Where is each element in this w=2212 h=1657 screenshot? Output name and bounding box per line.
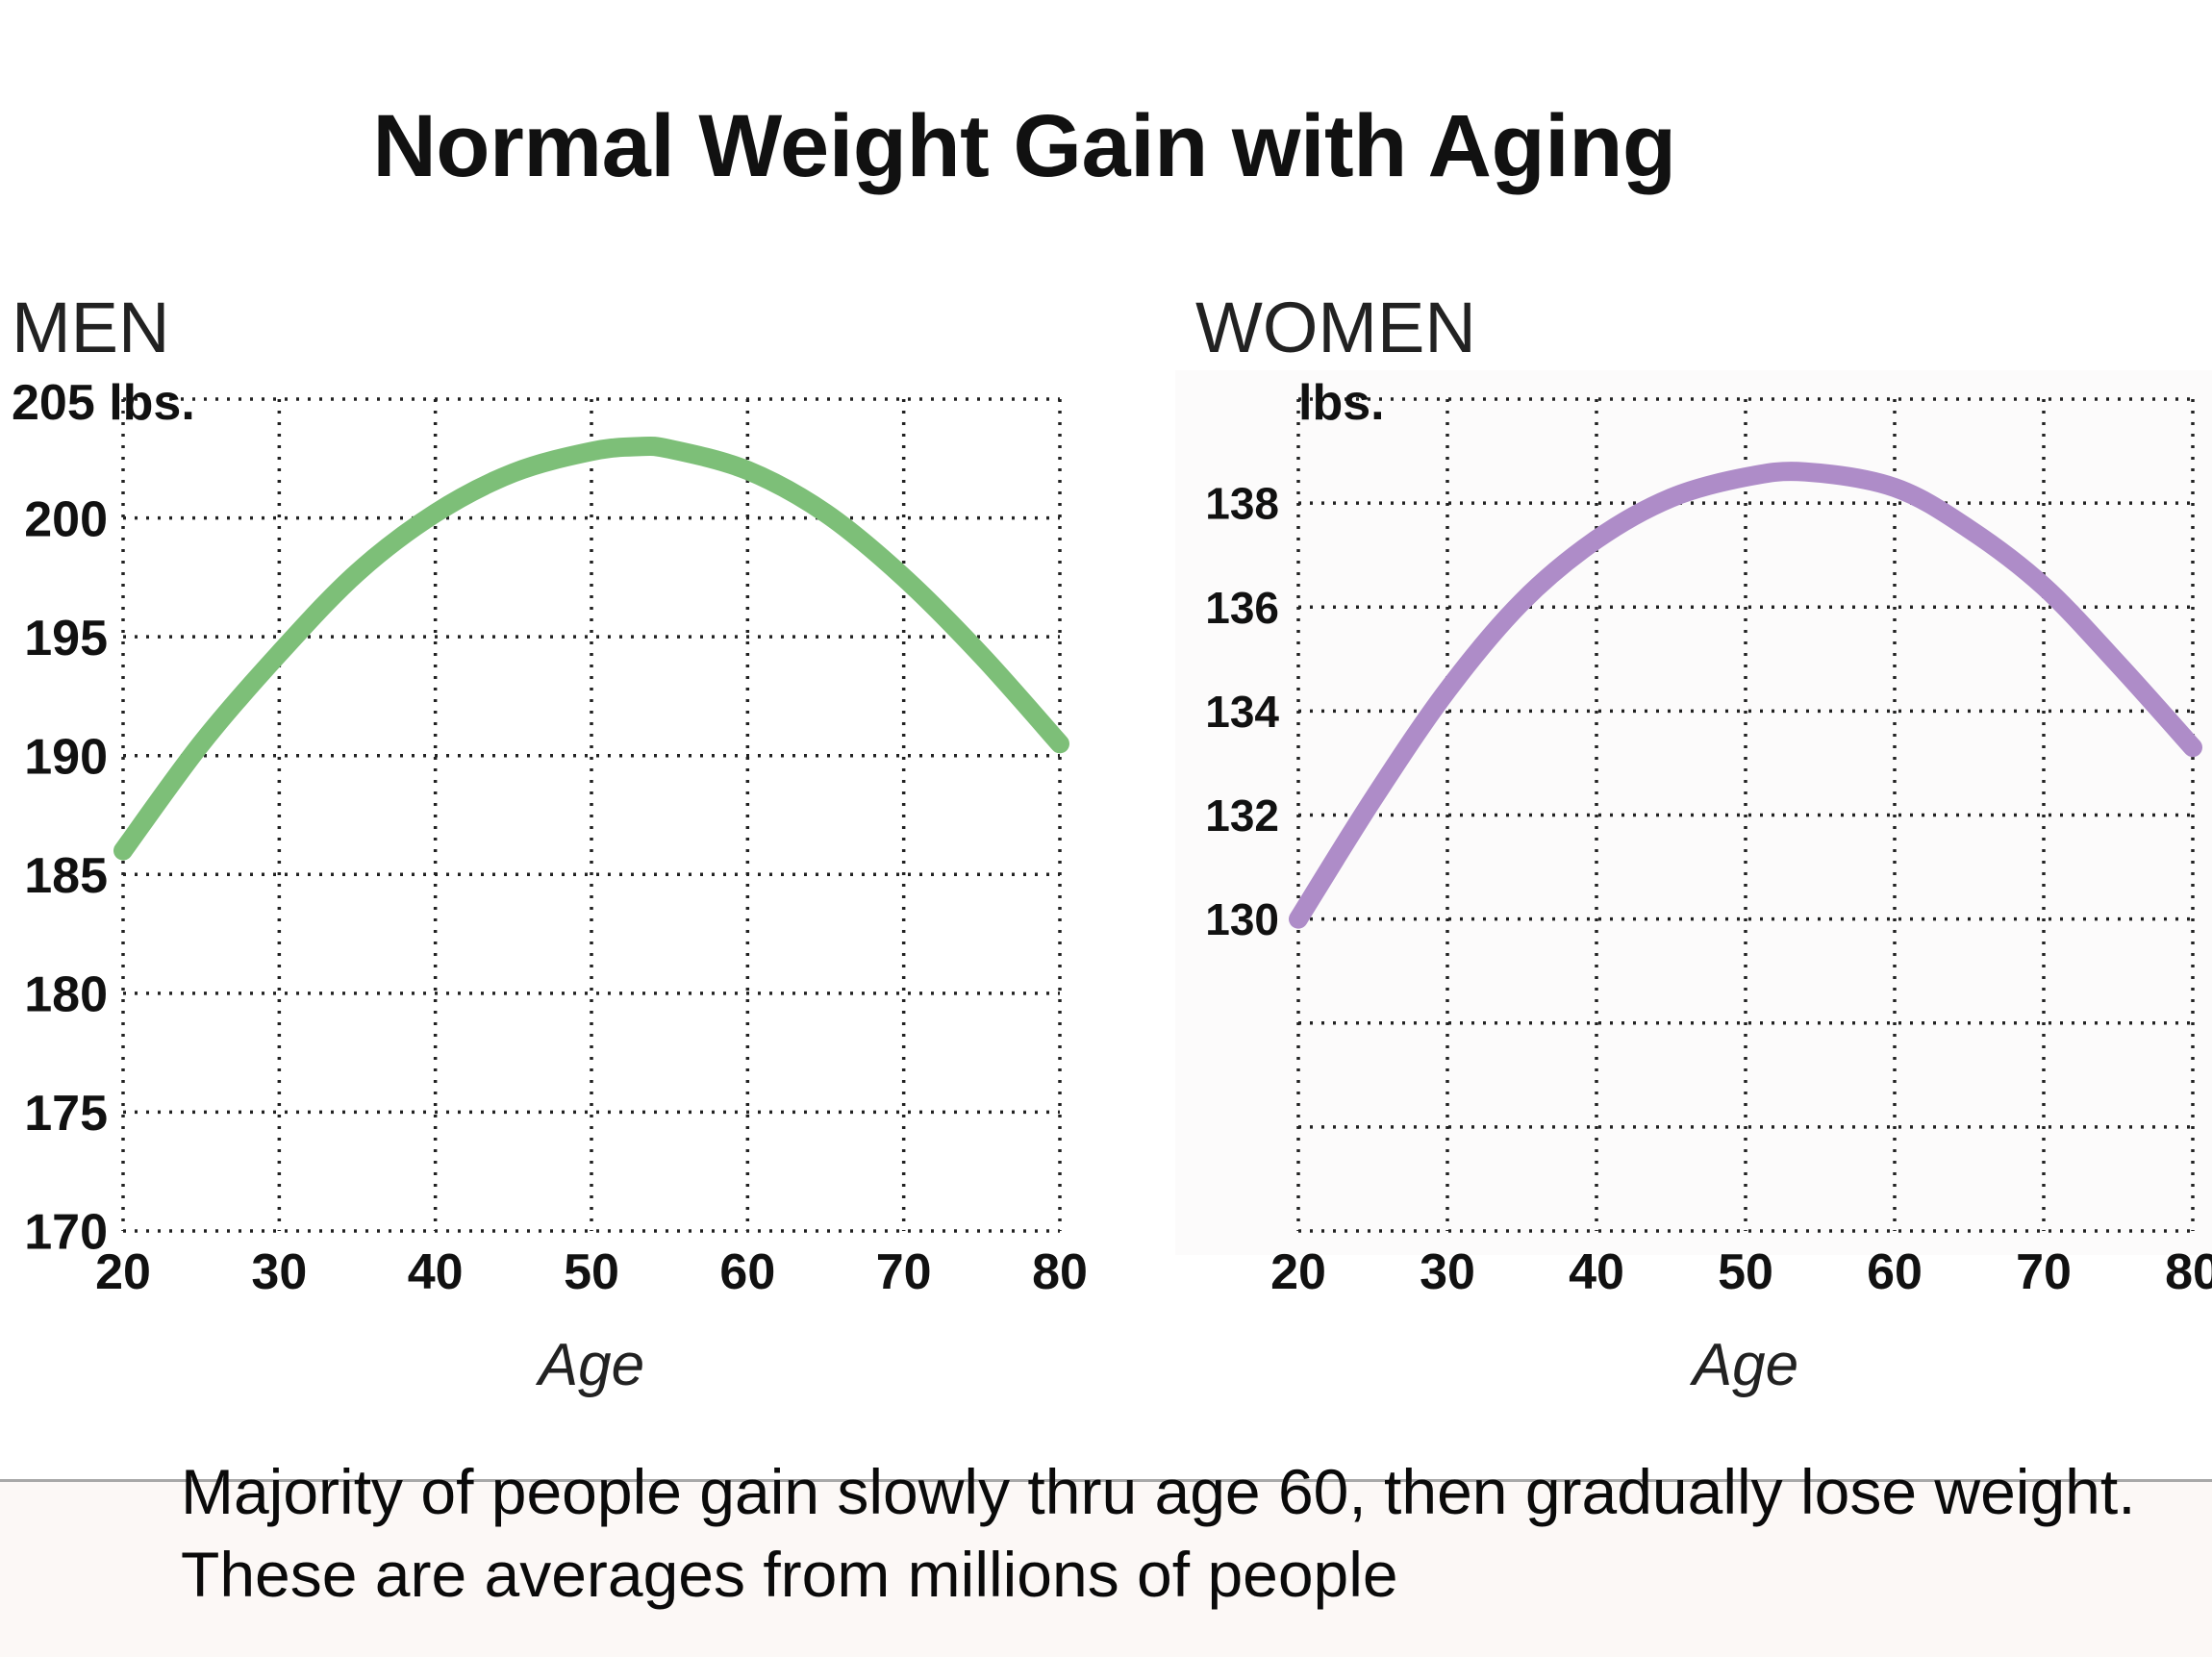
women-weight-line <box>1289 462 2202 929</box>
x-tick-label: 60 <box>719 1244 775 1300</box>
y-axis-label: lbs. <box>1298 375 1385 431</box>
footer-caption: Majority of people gain slowly thru age … <box>181 1456 2136 1610</box>
x-tick-label: 70 <box>2016 1244 2072 1300</box>
x-tick-label: 50 <box>564 1244 619 1300</box>
x-tick-label: 70 <box>876 1244 932 1300</box>
y-axis-label: 205 lbs. <box>12 375 195 431</box>
x-tick-label: 60 <box>1867 1244 1923 1300</box>
y-tick-label: 134 <box>1205 687 1279 737</box>
y-tick-label: 138 <box>1205 479 1279 529</box>
men-chart-title: MEN <box>12 288 170 367</box>
footer-band <box>0 1479 2212 1657</box>
y-tick-label: 200 <box>24 491 108 547</box>
women-panel-background <box>1175 370 2212 1255</box>
x-tick-label: 20 <box>95 1244 151 1300</box>
x-axis-label: Age <box>535 1332 644 1398</box>
women-chart: 130 132 134 136 138 lbs. 20 30 40 50 60 70 80 Age <box>1205 375 2212 1398</box>
y-tick-label: 190 <box>24 729 108 785</box>
x-tick-label: 30 <box>1420 1244 1475 1300</box>
page-title: Normal Weight Gain with Aging <box>372 97 1676 195</box>
x-axis-label: Age <box>1689 1332 1798 1398</box>
y-tick-label: 170 <box>24 1205 108 1261</box>
y-tick-label: 136 <box>1205 583 1279 633</box>
x-tick-label: 80 <box>2165 1244 2212 1300</box>
x-tick-label: 20 <box>1270 1244 1326 1300</box>
x-tick-label: 50 <box>1718 1244 1773 1300</box>
y-tick-label: 130 <box>1205 894 1279 944</box>
women-chart-title: WOMEN <box>1195 288 1476 367</box>
y-tick-label: 180 <box>24 967 108 1023</box>
y-tick-label: 185 <box>24 848 108 904</box>
x-tick-label: 40 <box>408 1244 464 1300</box>
men-weight-line <box>113 436 1069 861</box>
y-tick-label: 175 <box>24 1086 108 1142</box>
x-tick-label: 40 <box>1569 1244 1624 1300</box>
x-tick-label: 30 <box>251 1244 307 1300</box>
men-chart: 170 175 180 185 190 195 200 205 lbs. 20 30 40 50 60 7… <box>12 375 1088 1398</box>
y-tick-label: 132 <box>1205 791 1279 841</box>
x-tick-label: 80 <box>1032 1244 1088 1300</box>
y-tick-label: 195 <box>24 611 108 666</box>
